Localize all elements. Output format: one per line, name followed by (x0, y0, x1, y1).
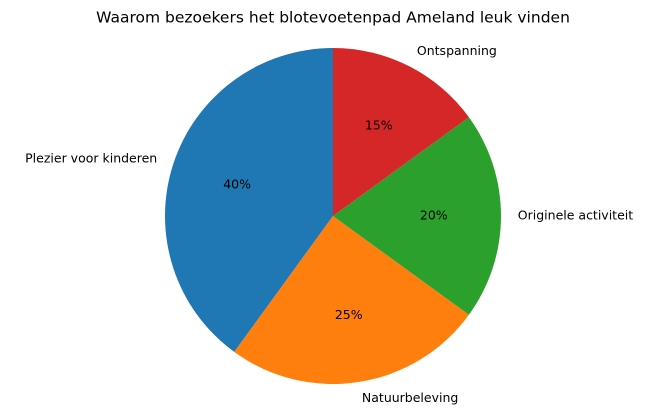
value-label: 25% (335, 307, 363, 322)
slice-label: Ontspanning (417, 43, 497, 58)
slice-label: Plezier voor kinderen (25, 150, 157, 165)
pie-slice (164, 48, 333, 352)
value-label: 15% (365, 118, 393, 133)
slice-label: Originele activiteit (518, 208, 633, 223)
slice-label: Natuurbeleving (362, 390, 458, 405)
value-label: 40% (223, 176, 251, 191)
chart-title: Waarom bezoekers het blotevoetenpad Amel… (96, 9, 570, 27)
value-label: 20% (420, 208, 448, 223)
pie-slice (333, 117, 501, 315)
pie-slice (234, 216, 469, 384)
pie-slice (333, 48, 469, 216)
